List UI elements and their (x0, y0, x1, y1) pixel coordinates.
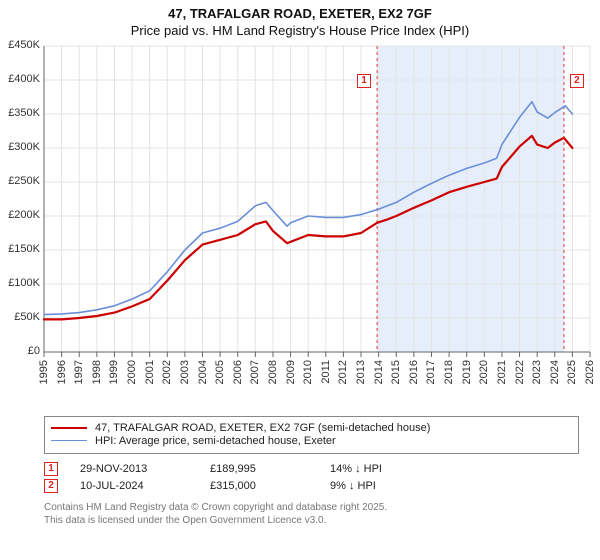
chart-callout-marker: 1 (357, 74, 371, 88)
y-axis-label: £350K (8, 107, 40, 119)
x-axis-label: 2002 (161, 360, 173, 384)
legend: 47, TRAFALGAR ROAD, EXETER, EX2 7GF (sem… (44, 416, 579, 454)
callout-badge-1: 1 (44, 462, 58, 476)
x-axis-label: 2024 (549, 360, 561, 384)
legend-row-1: 47, TRAFALGAR ROAD, EXETER, EX2 7GF (sem… (51, 422, 572, 434)
callout-change-1: 14% ↓ HPI (330, 463, 430, 475)
x-axis-label: 2021 (496, 360, 508, 384)
x-axis-label: 2023 (531, 360, 543, 384)
x-axis-label: 2014 (373, 360, 385, 384)
chart-title: 47, TRAFALGAR ROAD, EXETER, EX2 7GF Pric… (0, 0, 600, 40)
callout-change-2: 9% ↓ HPI (330, 480, 430, 492)
chart-callout-marker: 2 (570, 74, 584, 88)
callout-row-1: 1 29-NOV-2013 £189,995 14% ↓ HPI (44, 462, 600, 476)
title-line2: Price paid vs. HM Land Registry's House … (0, 23, 600, 39)
y-axis-label: £150K (8, 243, 40, 255)
footer: Contains HM Land Registry data © Crown c… (44, 501, 600, 527)
x-axis-label: 1995 (38, 360, 50, 384)
x-axis-label: 2012 (337, 360, 349, 384)
chart-area: £0 £50K £100K £150K £200K £250K £300K £350K £400… (0, 40, 600, 410)
legend-swatch-2 (51, 440, 87, 441)
callout-date-1: 29-NOV-2013 (80, 463, 210, 475)
x-axis-label: 2019 (461, 360, 473, 384)
x-axis-label: 2022 (514, 360, 526, 384)
x-axis-label: 2000 (126, 360, 138, 384)
x-axis-label: 2016 (408, 360, 420, 384)
x-axis-label: 2026 (584, 360, 596, 384)
x-axis-label: 2017 (425, 360, 437, 384)
legend-label-1: 47, TRAFALGAR ROAD, EXETER, EX2 7GF (sem… (95, 422, 430, 434)
x-axis-label: 2011 (320, 360, 332, 384)
y-axis-label: £100K (8, 277, 40, 289)
x-axis-label: 2020 (478, 360, 490, 384)
footer-line-2: This data is licensed under the Open Gov… (44, 514, 600, 527)
x-axis-label: 2013 (355, 360, 367, 384)
x-axis-label: 2025 (566, 360, 578, 384)
y-axis-label: £50K (14, 311, 40, 323)
x-axis-label: 2010 (302, 360, 314, 384)
y-axis-label: £450K (8, 39, 40, 51)
callout-price-2: £315,000 (210, 480, 330, 492)
x-axis-label: 2007 (249, 360, 261, 384)
x-axis-label: 2015 (390, 360, 402, 384)
callout-table: 1 29-NOV-2013 £189,995 14% ↓ HPI 2 10-JU… (44, 462, 600, 493)
x-axis-label: 2018 (443, 360, 455, 384)
x-axis-label: 1998 (91, 360, 103, 384)
x-axis-label: 1999 (108, 360, 120, 384)
y-axis-label: £300K (8, 141, 40, 153)
x-axis-label: 1996 (56, 360, 68, 384)
y-axis-label: £0 (28, 345, 40, 357)
y-axis-label: £200K (8, 209, 40, 221)
legend-row-2: HPI: Average price, semi-detached house,… (51, 435, 572, 447)
x-axis-label: 2004 (197, 360, 209, 384)
callout-row-2: 2 10-JUL-2024 £315,000 9% ↓ HPI (44, 479, 600, 493)
title-line1: 47, TRAFALGAR ROAD, EXETER, EX2 7GF (0, 6, 600, 22)
callout-date-2: 10-JUL-2024 (80, 480, 210, 492)
x-axis-label: 2003 (179, 360, 191, 384)
x-axis-label: 2006 (232, 360, 244, 384)
y-axis-label: £400K (8, 73, 40, 85)
callout-badge-2: 2 (44, 479, 58, 493)
footer-line-1: Contains HM Land Registry data © Crown c… (44, 501, 600, 514)
callout-price-1: £189,995 (210, 463, 330, 475)
legend-label-2: HPI: Average price, semi-detached house,… (95, 435, 336, 447)
legend-swatch-1 (51, 427, 87, 429)
x-axis-label: 2001 (144, 360, 156, 384)
chart-svg (0, 40, 600, 410)
x-axis-label: 1997 (73, 360, 85, 384)
x-axis-label: 2009 (285, 360, 297, 384)
y-axis-label: £250K (8, 175, 40, 187)
x-axis-label: 2008 (267, 360, 279, 384)
x-axis-label: 2005 (214, 360, 226, 384)
